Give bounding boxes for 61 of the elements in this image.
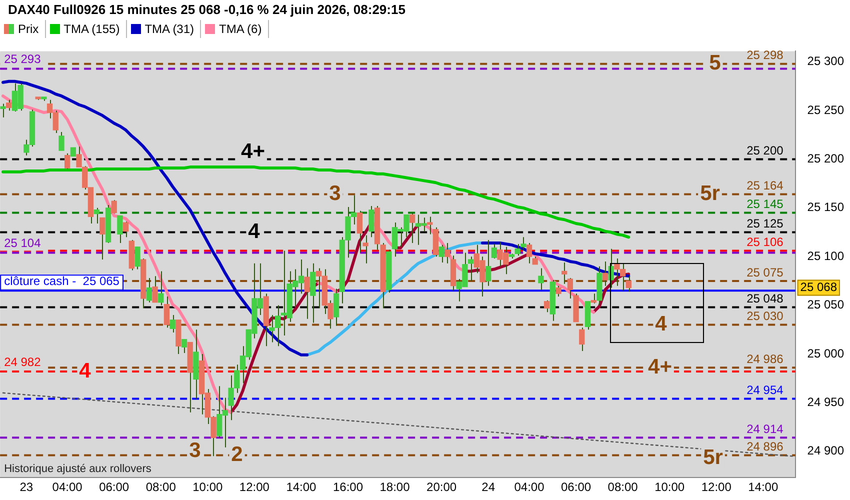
ref-line-label: 24 982 bbox=[4, 354, 42, 369]
x-tick-label: 14:00 bbox=[748, 480, 778, 494]
annotation: 5r bbox=[700, 182, 720, 206]
y-tick-label: 25 200 bbox=[807, 152, 844, 166]
x-tick-label: 14:00 bbox=[286, 480, 317, 494]
ref-line-label: clôture cash - 25 065 bbox=[4, 274, 120, 288]
annotation: 4 bbox=[248, 220, 260, 244]
ref-line-label: 25 106 bbox=[746, 235, 784, 250]
y-tick-label: 25 050 bbox=[807, 298, 844, 312]
x-tick-label: 23 bbox=[20, 480, 34, 494]
chart-title: DAX40 Full0926 15 minutes 25 068 -0,16 % 24 juin 2026, 08:29:15 bbox=[0, 0, 850, 20]
annotation: 3 bbox=[189, 439, 201, 462]
x-tick-label: 20:00 bbox=[426, 480, 457, 494]
ref-line-label: 24 954 bbox=[746, 383, 784, 398]
annotation: 4 bbox=[79, 359, 92, 382]
annotation: 5r bbox=[703, 446, 723, 469]
annotation: 4+ bbox=[648, 355, 672, 378]
y-tick-label: 25 100 bbox=[807, 248, 844, 263]
ref-line-label: 25 293 bbox=[4, 52, 42, 66]
legend-label: Prix bbox=[18, 22, 39, 36]
ref-line-label: 24 896 bbox=[746, 440, 784, 454]
y-tick-label: 24 900 bbox=[807, 444, 844, 458]
annotation: 25 068 bbox=[800, 280, 838, 294]
ref-line-label: 25 125 bbox=[746, 216, 784, 231]
annotation: 2 bbox=[231, 443, 243, 466]
x-tick-label: 08:00 bbox=[608, 480, 638, 494]
ref-line-label: 25 164 bbox=[746, 178, 784, 193]
x-tick-label: 08:00 bbox=[146, 480, 176, 494]
annotation: 3 bbox=[329, 182, 341, 206]
ref-line-label: 25 075 bbox=[746, 265, 784, 280]
ref-line-label: 25 298 bbox=[746, 48, 784, 62]
annotation: 4+ bbox=[241, 140, 265, 164]
ref-line-label: 24 914 bbox=[746, 422, 784, 436]
annotation: Historique ajusté aux rollovers bbox=[4, 463, 152, 476]
x-tick-label: 06:00 bbox=[99, 480, 130, 494]
y-tick-label: 25 300 bbox=[807, 54, 844, 68]
ref-line-label: 25 145 bbox=[746, 197, 784, 212]
x-tick-label: 06:00 bbox=[561, 480, 592, 494]
x-tick-label: 16:00 bbox=[332, 480, 364, 494]
ref-line-label: 25 048 bbox=[746, 292, 784, 306]
legend-label: TMA (6) bbox=[219, 22, 262, 36]
y-tick-label: 25 250 bbox=[807, 102, 844, 117]
x-tick-label: 24 bbox=[482, 480, 496, 494]
x-tick-label: 04:00 bbox=[52, 480, 83, 494]
x-tick-label: 12:00 bbox=[701, 480, 732, 494]
ref-line-label: 25 030 bbox=[746, 309, 784, 324]
legend-label: TMA (31) bbox=[144, 22, 194, 36]
x-tick-label: 12:00 bbox=[239, 480, 270, 494]
x-tick-label: 10:00 bbox=[192, 480, 223, 494]
ref-line-label: 25 200 bbox=[746, 144, 784, 158]
annotation: 5 bbox=[709, 52, 722, 75]
x-tick-label: 04:00 bbox=[514, 480, 545, 494]
y-tick-label: 24 950 bbox=[807, 394, 844, 409]
x-tick-label: 10:00 bbox=[654, 480, 685, 494]
ref-line-label: 25 104 bbox=[4, 236, 42, 250]
x-tick-label: 18:00 bbox=[380, 480, 410, 494]
ref-line-label: 24 986 bbox=[746, 352, 784, 366]
y-tick-label: 25 150 bbox=[807, 200, 844, 214]
annotation: 4 bbox=[655, 312, 668, 336]
y-tick-label: 25 000 bbox=[807, 346, 844, 360]
legend-label: TMA (155) bbox=[64, 22, 120, 36]
